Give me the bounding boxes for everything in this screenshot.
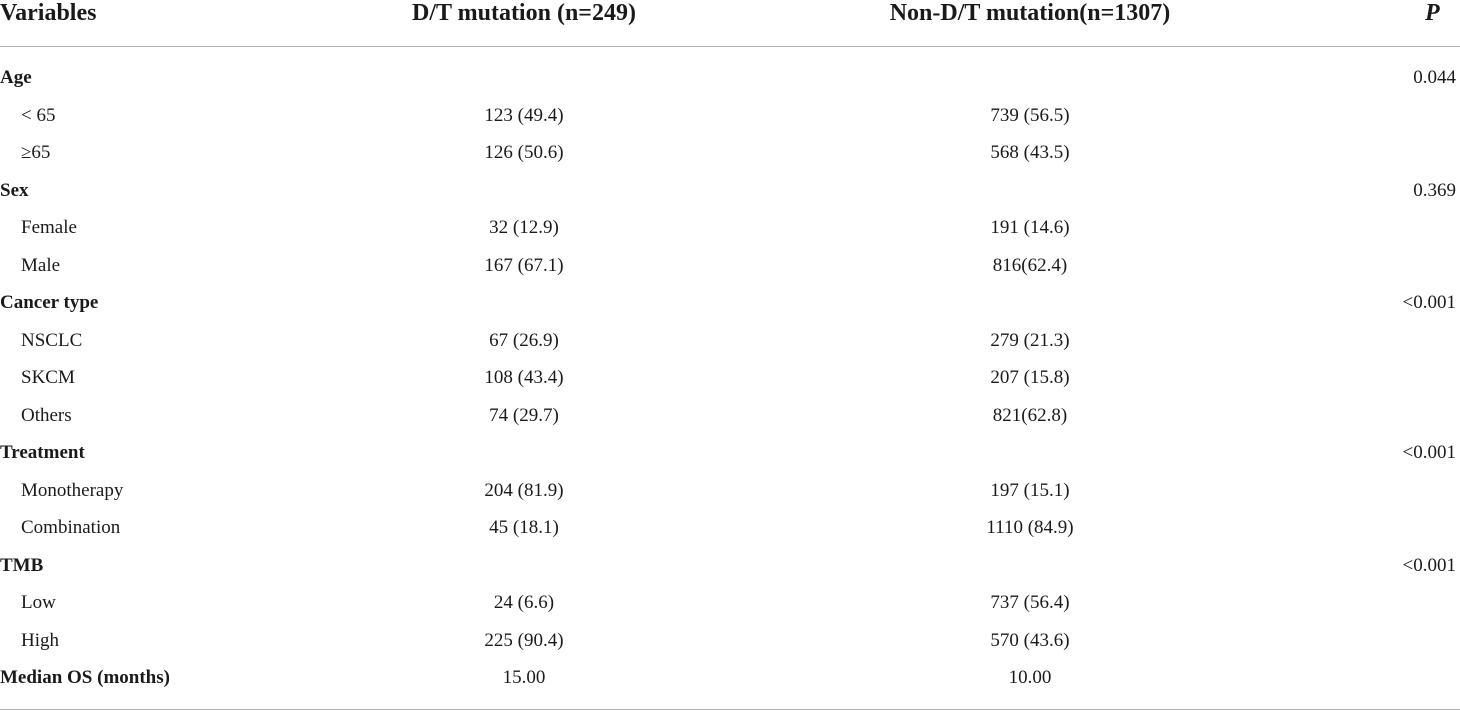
dt-mutation-cell: 225 (90.4) <box>484 629 564 651</box>
row-label: NSCLC <box>21 329 83 351</box>
row-label: Sex <box>0 179 29 201</box>
non-dt-mutation-cell: 821(62.8) <box>992 404 1068 426</box>
header-variables: Variables <box>0 0 97 26</box>
dt-mutation-cell: 108 (43.4) <box>484 367 564 388</box>
p-value-cell: 0.044 <box>1413 67 1456 88</box>
table-group-row: Median OS (months) 15.00 10.00 <box>0 659 1460 697</box>
row-label: TMB <box>0 554 44 576</box>
table-row: Combination 45 (18.1) 1110 (84.9) <box>0 509 1460 547</box>
row-label: Age <box>0 67 32 88</box>
p-value-cell: <0.001 <box>1402 442 1456 463</box>
table-row: ≥65 126 (50.6) 568 (43.5) <box>0 134 1460 172</box>
p-value-cell: <0.001 <box>1402 554 1456 576</box>
non-dt-mutation-cell: 197 (15.1) <box>990 479 1070 501</box>
non-dt-mutation-cell: 816(62.4) <box>992 254 1068 276</box>
dt-mutation-cell: 204 (81.9) <box>484 479 564 501</box>
header-p-value: P <box>1425 0 1440 26</box>
non-dt-mutation-cell: 207 (15.8) <box>990 367 1070 388</box>
non-dt-mutation-cell: 570 (43.6) <box>990 629 1070 651</box>
table-group-row: TMB <0.001 <box>0 547 1460 585</box>
non-dt-mutation-cell: 739 (56.5) <box>990 104 1070 126</box>
table-group-row: Age 0.044 <box>0 59 1460 97</box>
row-label: Others <box>21 404 72 426</box>
row-label: Treatment <box>0 442 85 463</box>
table-group-row: Cancer type <0.001 <box>0 284 1460 322</box>
table-row: NSCLC 67 (26.9) 279 (21.3) <box>0 322 1460 360</box>
dt-mutation-cell: 126 (50.6) <box>484 142 564 163</box>
dt-mutation-cell: 45 (18.1) <box>489 517 559 538</box>
table-group-row: Sex 0.369 <box>0 172 1460 210</box>
p-value-cell: 0.369 <box>1413 179 1456 201</box>
dt-mutation-cell: 24 (6.6) <box>493 592 555 613</box>
row-label: ≥65 <box>21 142 51 163</box>
row-label: High <box>21 629 59 651</box>
p-value-cell: <0.001 <box>1402 292 1456 313</box>
dt-mutation-cell: 74 (29.7) <box>489 404 559 426</box>
row-label: < 65 <box>21 104 56 126</box>
table-row: High 225 (90.4) 570 (43.6) <box>0 622 1460 660</box>
non-dt-mutation-cell: 568 (43.5) <box>990 142 1070 163</box>
row-label: Female <box>21 217 77 238</box>
row-label: SKCM <box>21 367 75 388</box>
table-header: Variables D/T mutation (n=249) Non-D/T m… <box>0 0 1460 47</box>
table-group-row: Treatment <0.001 <box>0 434 1460 472</box>
table-body: Age 0.044 < 65 123 (49.4) 739 (56.5) ≥65 126 (… <box>0 59 1460 697</box>
table-row: < 65 123 (49.4) 739 (56.5) <box>0 97 1460 135</box>
row-label: Combination <box>21 517 121 538</box>
row-label: Monotherapy <box>21 479 124 501</box>
row-label: Low <box>21 592 56 613</box>
bottom-rule <box>0 709 1460 710</box>
row-label: Male <box>21 254 61 276</box>
table-row: Male 167 (67.1) 816(62.4) <box>0 247 1460 285</box>
header-non-dt-mutation: Non-D/T mutation(n=1307) <box>889 0 1171 26</box>
dt-mutation-cell: 32 (12.9) <box>489 217 559 238</box>
header-dt-mutation: D/T mutation (n=249) <box>412 0 636 26</box>
table-row: Others 74 (29.7) 821(62.8) <box>0 397 1460 435</box>
table-row: SKCM 108 (43.4) 207 (15.8) <box>0 359 1460 397</box>
row-label: Cancer type <box>0 292 99 313</box>
dt-mutation-cell: 123 (49.4) <box>484 104 564 126</box>
non-dt-mutation-cell: 279 (21.3) <box>990 329 1070 351</box>
table-row: Monotherapy 204 (81.9) 197 (15.1) <box>0 472 1460 510</box>
dt-mutation-cell: 15.00 <box>502 667 546 688</box>
non-dt-mutation-cell: 191 (14.6) <box>990 217 1070 238</box>
non-dt-mutation-cell: 10.00 <box>1008 667 1052 688</box>
dt-mutation-cell: 67 (26.9) <box>489 329 559 351</box>
non-dt-mutation-cell: 1110 (84.9) <box>986 517 1074 538</box>
table-row: Low 24 (6.6) 737 (56.4) <box>0 584 1460 622</box>
non-dt-mutation-cell: 737 (56.4) <box>990 592 1070 613</box>
row-label: Median OS (months) <box>0 667 170 688</box>
table-row: Female 32 (12.9) 191 (14.6) <box>0 209 1460 247</box>
dt-mutation-cell: 167 (67.1) <box>484 254 564 276</box>
